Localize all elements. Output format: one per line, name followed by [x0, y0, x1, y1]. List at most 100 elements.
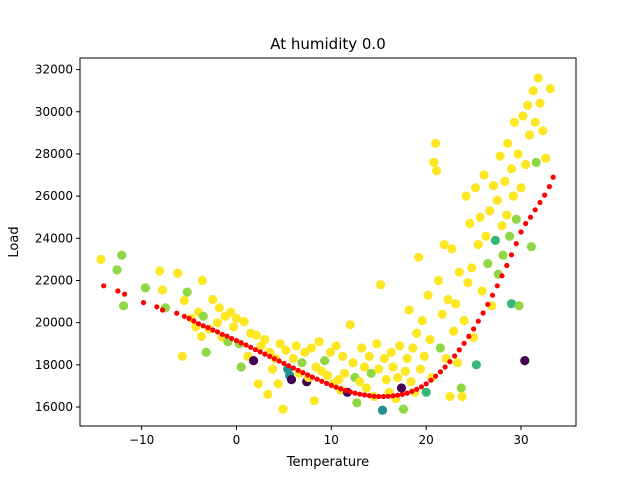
data-point	[376, 280, 386, 290]
data-point	[357, 343, 367, 353]
fit-point	[428, 377, 434, 383]
fit-point	[219, 331, 225, 337]
data-point	[212, 318, 223, 328]
fit-point	[224, 333, 230, 339]
data-point	[425, 334, 435, 345]
data-point	[267, 364, 278, 374]
data-point	[520, 356, 530, 366]
data-point	[278, 404, 288, 414]
data-point	[518, 111, 528, 121]
data-point	[506, 299, 517, 309]
fit-point	[342, 387, 349, 393]
data-point	[463, 278, 473, 288]
fit-point	[154, 304, 160, 310]
fit-point	[238, 340, 244, 346]
data-point	[457, 391, 467, 402]
data-point	[281, 345, 291, 355]
fit-point	[513, 241, 519, 247]
fit-point	[233, 338, 240, 344]
data-point	[533, 73, 543, 83]
data-point	[177, 351, 187, 361]
data-point	[432, 166, 442, 176]
data-point	[398, 404, 408, 414]
fit-point	[518, 229, 524, 235]
y-tick-label: 30000	[35, 105, 73, 119]
fit-point	[200, 323, 206, 329]
data-point	[514, 301, 524, 311]
fit-point	[504, 262, 510, 269]
fit-point	[404, 390, 410, 396]
data-point	[485, 206, 495, 216]
fit-point	[210, 327, 216, 333]
data-point	[179, 295, 189, 306]
fit-point	[115, 288, 121, 294]
data-point	[490, 235, 500, 245]
data-point	[201, 347, 211, 357]
fit-point	[489, 292, 496, 298]
data-point	[526, 242, 537, 252]
data-point	[288, 353, 298, 364]
data-point	[473, 240, 483, 250]
y-tick-label: 28000	[35, 147, 73, 161]
data-point	[423, 290, 433, 300]
data-point	[495, 151, 505, 161]
data-point	[300, 347, 310, 357]
fit-points	[101, 174, 556, 400]
fit-point	[361, 392, 368, 398]
fit-point	[466, 333, 472, 339]
data-point	[96, 254, 106, 264]
data-point	[521, 159, 531, 170]
data-point	[249, 356, 259, 366]
fit-point	[523, 220, 529, 227]
data-point	[492, 195, 502, 205]
fit-point	[433, 373, 439, 379]
data-point	[275, 339, 285, 349]
data-point	[214, 303, 224, 313]
data-point	[516, 183, 526, 193]
data-point	[366, 368, 376, 378]
data-point	[340, 368, 350, 378]
fit-point	[542, 192, 548, 198]
fit-point	[409, 388, 415, 394]
fit-point	[480, 310, 486, 316]
data-point	[231, 313, 242, 323]
fit-point	[305, 372, 311, 378]
data-point	[393, 372, 403, 383]
data-point	[198, 311, 208, 321]
data-point	[196, 331, 206, 341]
data-point	[379, 353, 389, 364]
data-point	[483, 259, 493, 269]
data-point	[415, 364, 426, 374]
data-point	[263, 389, 273, 399]
plot-frame	[79, 57, 577, 427]
x-axis: −10 0 10 20 30	[129, 426, 529, 447]
data-point	[431, 138, 441, 148]
data-point	[157, 285, 168, 295]
data-point	[414, 252, 424, 262]
y-tick-label: 24000	[35, 231, 73, 245]
data-point	[513, 149, 523, 159]
y-tick-label: 22000	[35, 273, 73, 287]
data-point	[475, 212, 485, 222]
fit-point	[295, 367, 301, 373]
fit-point	[314, 376, 320, 382]
fit-point	[195, 321, 202, 327]
fit-point	[174, 310, 180, 316]
x-tick-label: −10	[129, 433, 154, 447]
data-point	[286, 375, 297, 385]
data-point	[119, 301, 129, 311]
data-point	[433, 275, 444, 286]
data-point	[500, 176, 510, 186]
fit-point	[281, 360, 287, 366]
fit-point	[328, 382, 334, 388]
data-point	[112, 265, 122, 275]
data-point	[406, 377, 416, 387]
fit-point	[537, 199, 543, 206]
data-point	[523, 100, 533, 110]
fit-point	[271, 356, 277, 362]
fit-point	[309, 374, 315, 380]
x-tick-label: 20	[419, 433, 434, 447]
data-point	[479, 170, 489, 180]
fit-point	[333, 384, 339, 390]
